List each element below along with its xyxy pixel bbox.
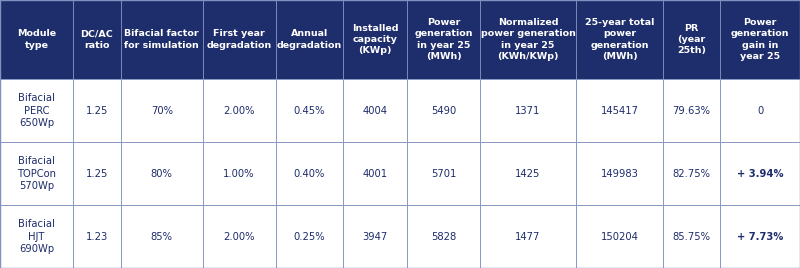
Text: Normalized
power generation
in year 25
(KWh/KWp): Normalized power generation in year 25 (… xyxy=(481,18,575,61)
Bar xyxy=(480,79,576,142)
Bar xyxy=(121,205,202,268)
Bar xyxy=(202,142,275,205)
Bar xyxy=(121,79,202,142)
Text: 0.25%: 0.25% xyxy=(294,232,325,241)
Text: 70%: 70% xyxy=(150,106,173,116)
Text: 0.45%: 0.45% xyxy=(294,106,325,116)
Text: 85%: 85% xyxy=(150,232,173,241)
Text: 5828: 5828 xyxy=(431,232,456,241)
Bar xyxy=(407,79,480,142)
Bar xyxy=(663,205,720,268)
Bar xyxy=(202,79,275,142)
Bar xyxy=(343,142,407,205)
Text: Bifacial factor
for simulation: Bifacial factor for simulation xyxy=(125,29,199,50)
Bar xyxy=(202,0,275,79)
Text: + 7.73%: + 7.73% xyxy=(737,232,783,241)
Text: 145417: 145417 xyxy=(601,106,638,116)
Text: 82.75%: 82.75% xyxy=(673,169,710,178)
Text: Annual
degradation: Annual degradation xyxy=(277,29,342,50)
Text: Bifacial
HJT
690Wp: Bifacial HJT 690Wp xyxy=(18,219,55,254)
Bar xyxy=(663,142,720,205)
Bar xyxy=(663,79,720,142)
Text: 4001: 4001 xyxy=(362,169,388,178)
Bar xyxy=(576,0,663,79)
Bar xyxy=(407,142,480,205)
Text: 85.75%: 85.75% xyxy=(673,232,710,241)
Bar xyxy=(275,205,343,268)
Text: 1.25: 1.25 xyxy=(86,106,108,116)
Text: 25-year total
power
generation
(MWh): 25-year total power generation (MWh) xyxy=(585,18,654,61)
Bar xyxy=(407,205,480,268)
Text: 80%: 80% xyxy=(151,169,173,178)
Bar xyxy=(576,142,663,205)
Text: Power
generation
in year 25
(MWh): Power generation in year 25 (MWh) xyxy=(414,18,473,61)
Bar xyxy=(480,0,576,79)
Bar xyxy=(576,79,663,142)
Bar xyxy=(343,0,407,79)
Text: 149983: 149983 xyxy=(601,169,638,178)
Bar xyxy=(73,142,121,205)
Text: 1.00%: 1.00% xyxy=(223,169,255,178)
Text: 79.63%: 79.63% xyxy=(673,106,710,116)
Bar xyxy=(0,0,73,79)
Text: Bifacial
TOPCon
570Wp: Bifacial TOPCon 570Wp xyxy=(17,156,56,191)
Text: 2.00%: 2.00% xyxy=(223,106,255,116)
Text: 1425: 1425 xyxy=(515,169,541,178)
Bar xyxy=(407,0,480,79)
Text: 1371: 1371 xyxy=(515,106,541,116)
Text: 1477: 1477 xyxy=(515,232,541,241)
Bar xyxy=(0,142,73,205)
Text: PR
(year
25th): PR (year 25th) xyxy=(677,24,706,55)
Bar xyxy=(121,142,202,205)
Text: DC/AC
ratio: DC/AC ratio xyxy=(81,29,114,50)
Bar xyxy=(720,0,800,79)
Bar xyxy=(275,142,343,205)
Text: 1.23: 1.23 xyxy=(86,232,108,241)
Bar xyxy=(343,205,407,268)
Text: Installed
capacity
(KWp): Installed capacity (KWp) xyxy=(352,24,398,55)
Bar xyxy=(73,205,121,268)
Bar xyxy=(275,0,343,79)
Bar xyxy=(0,205,73,268)
Bar xyxy=(480,142,576,205)
Text: 5490: 5490 xyxy=(431,106,456,116)
Text: Module
type: Module type xyxy=(17,29,56,50)
Bar xyxy=(480,205,576,268)
Text: Power
generation
gain in
year 25: Power generation gain in year 25 xyxy=(730,18,790,61)
Text: 3947: 3947 xyxy=(362,232,388,241)
Text: First year
degradation: First year degradation xyxy=(206,29,272,50)
Text: 0: 0 xyxy=(757,106,763,116)
Text: 4004: 4004 xyxy=(362,106,388,116)
Bar xyxy=(720,205,800,268)
Bar xyxy=(663,0,720,79)
Bar xyxy=(720,142,800,205)
Bar xyxy=(720,79,800,142)
Bar xyxy=(275,79,343,142)
Bar xyxy=(73,79,121,142)
Bar xyxy=(73,0,121,79)
Text: Bifacial
PERC
650Wp: Bifacial PERC 650Wp xyxy=(18,93,55,128)
Text: 150204: 150204 xyxy=(601,232,638,241)
Text: 0.40%: 0.40% xyxy=(294,169,325,178)
Text: 2.00%: 2.00% xyxy=(223,232,255,241)
Bar xyxy=(0,79,73,142)
Text: 5701: 5701 xyxy=(431,169,456,178)
Bar xyxy=(202,205,275,268)
Text: + 3.94%: + 3.94% xyxy=(737,169,783,178)
Text: 1.25: 1.25 xyxy=(86,169,108,178)
Bar xyxy=(576,205,663,268)
Bar xyxy=(121,0,202,79)
Bar xyxy=(343,79,407,142)
